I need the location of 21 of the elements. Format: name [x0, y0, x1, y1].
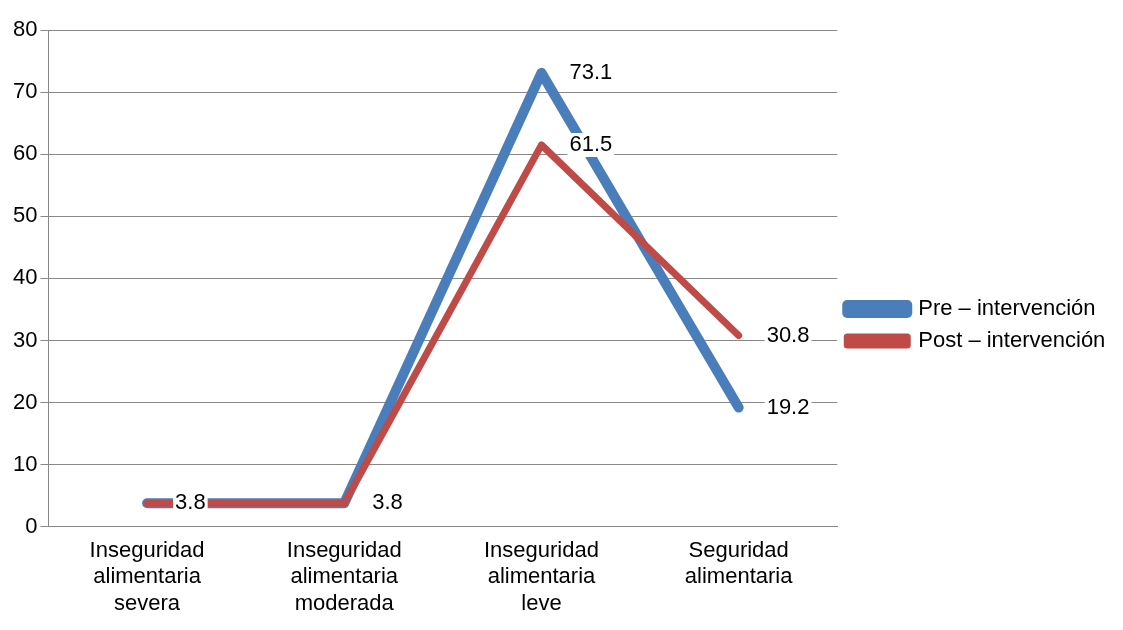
data-label: 61.5 — [569, 130, 613, 156]
x-tick-label: Inseguridad alimentaria moderada — [286, 537, 402, 615]
x-tick-label: Seguridad alimentaria — [684, 537, 794, 589]
y-tick-label: 10 — [12, 450, 38, 476]
data-label: 19.2 — [766, 393, 810, 419]
y-tick-label: 80 — [12, 16, 38, 42]
y-tick-label: 40 — [12, 264, 38, 290]
x-tick-label: Inseguridad alimentaria leve — [483, 537, 599, 615]
y-tick-label: 50 — [12, 202, 38, 228]
data-label: 3.8 — [372, 489, 403, 515]
y-tick-label: 30 — [12, 326, 38, 352]
y-tick-label: 70 — [12, 78, 38, 104]
data-label: 3.8 — [175, 489, 206, 515]
legend-label: Pre – intervención — [918, 295, 1096, 321]
data-label: 30.8 — [766, 321, 810, 347]
data-label: 73.1 — [569, 58, 613, 84]
y-tick-label: 60 — [12, 140, 38, 166]
legend-label: Post – intervención — [918, 327, 1106, 353]
y-tick-label: 0 — [25, 512, 38, 538]
x-tick-label: Inseguridad alimentaria severa — [89, 537, 205, 615]
y-tick-label: 20 — [12, 388, 38, 414]
